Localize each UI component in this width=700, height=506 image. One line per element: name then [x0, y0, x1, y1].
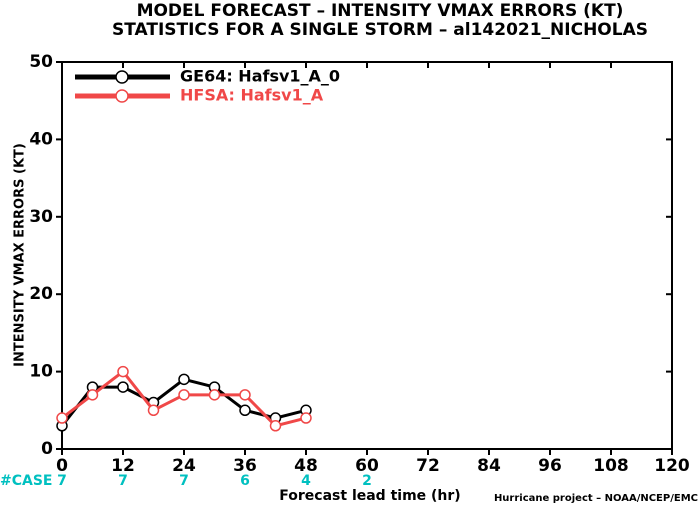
plot-frame	[61, 61, 673, 450]
x-tick-label: 72	[416, 456, 440, 476]
case-count: 2	[362, 473, 372, 489]
data-point	[56, 412, 68, 424]
legend-label: GE64: Hafsv1_A_0	[180, 67, 340, 86]
data-point	[239, 404, 251, 417]
x-tick-label: 36	[233, 456, 257, 476]
x-tick-label: 12	[111, 456, 135, 476]
data-point	[269, 420, 282, 432]
data-point	[117, 365, 129, 378]
x-tick-label: 0	[56, 456, 68, 476]
x-tick-label: 120	[654, 456, 690, 476]
y-axis-label: INTENSITY VMAX ERRORS (KT)	[13, 143, 28, 367]
x-tick-label: 96	[538, 456, 562, 476]
x-tick-label: 48	[294, 456, 318, 476]
case-count: 4	[301, 473, 311, 489]
data-point	[147, 404, 160, 417]
case-count: 7	[179, 473, 189, 489]
y-tick-label: 10	[29, 362, 53, 382]
y-tick-label: 0	[41, 439, 53, 459]
data-point	[300, 412, 312, 424]
data-point	[208, 389, 221, 401]
x-tick-label: 108	[593, 456, 629, 476]
y-tick-label: 40	[29, 129, 53, 149]
x-axis-label: Forecast lead time (hr)	[279, 488, 460, 504]
y-tick-label: 20	[29, 284, 53, 304]
legend-marker	[115, 70, 129, 84]
case-count: 7	[57, 473, 67, 489]
chart-subtitle: STATISTICS FOR A SINGLE STORM – al142021…	[112, 20, 648, 40]
data-point	[239, 389, 251, 401]
x-tick-label: 60	[355, 456, 379, 476]
legend-label: HFSA: Hafsv1_A	[180, 86, 324, 105]
data-point	[178, 373, 190, 386]
x-tick-label: 84	[477, 456, 501, 476]
data-point	[117, 381, 129, 393]
y-tick-label: 50	[29, 52, 53, 72]
x-tick-label: 24	[172, 456, 196, 476]
legend-marker	[115, 89, 129, 103]
data-point	[86, 389, 99, 401]
case-label: #CASE	[0, 473, 53, 489]
y-tick-label: 30	[29, 207, 53, 227]
data-point	[178, 389, 190, 401]
credit: Hurricane project – NOAA/NCEP/EMC	[494, 493, 698, 504]
chart-title: MODEL FORECAST – INTENSITY VMAX ERRORS (…	[137, 1, 624, 21]
case-count: 7	[118, 473, 128, 489]
case-count: 6	[240, 473, 250, 489]
